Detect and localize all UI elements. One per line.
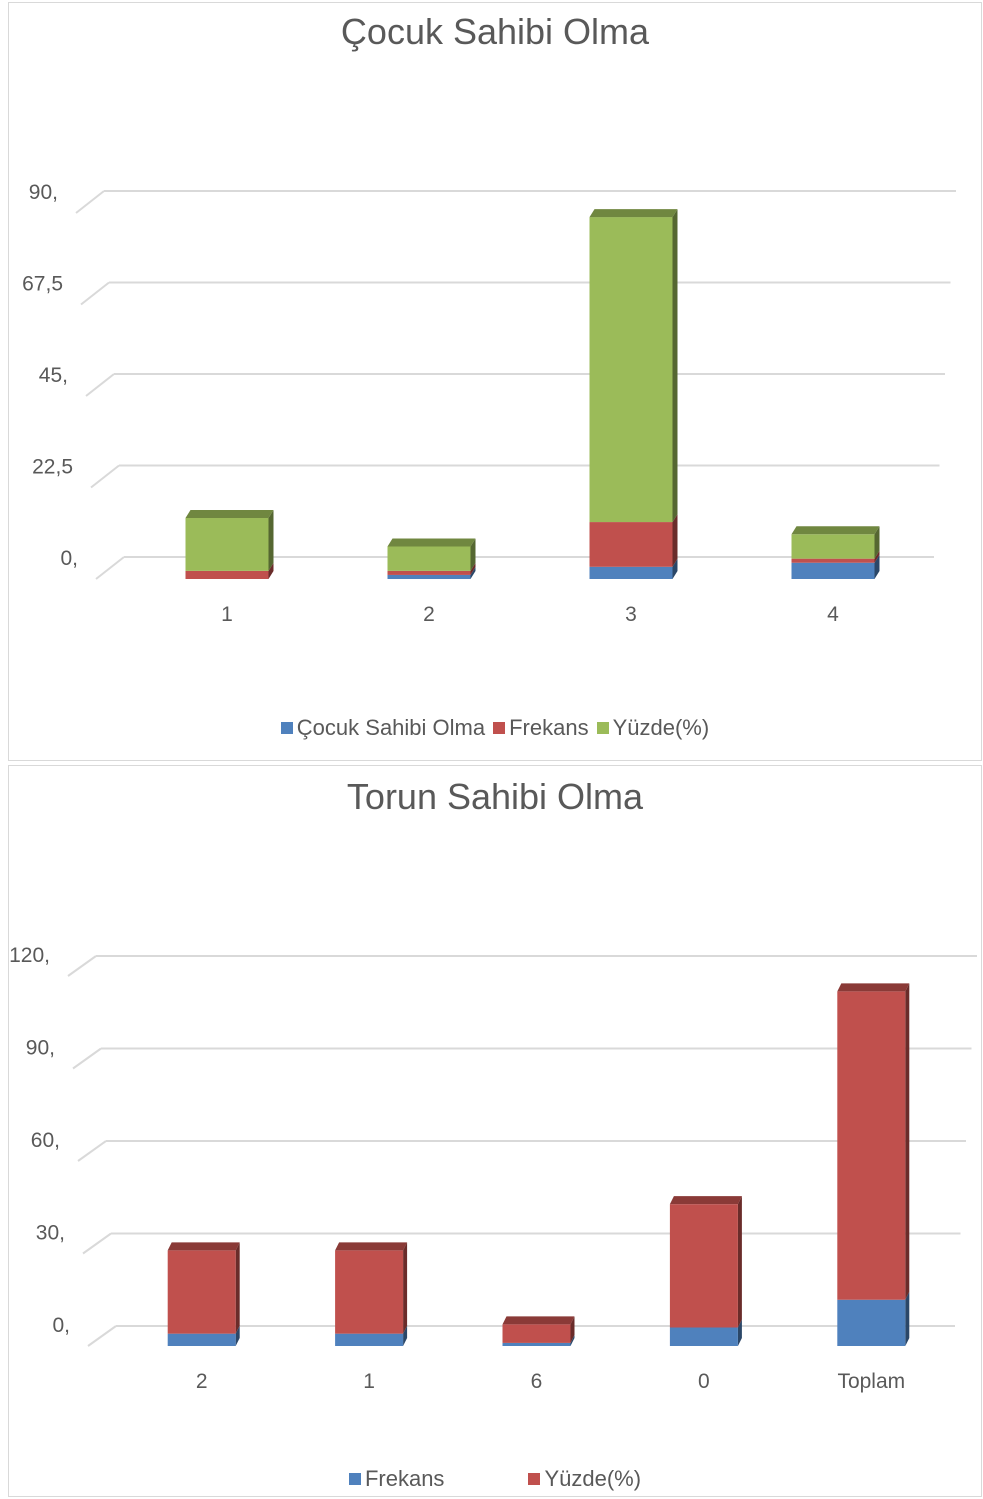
legend-swatch: [348, 1473, 361, 1485]
legend: Çocuk Sahibi Olma Frekans Yüzde(%): [9, 715, 981, 741]
x-tick-label: 3: [625, 603, 637, 626]
legend-item: Yüzde(%): [596, 715, 710, 741]
x-tick-label: 6: [531, 1370, 543, 1393]
bar-stack-2: [167, 1242, 240, 1346]
y-tick-label: 0,: [52, 1314, 70, 1337]
gridline: [72, 1047, 972, 1070]
bar-stack-6: [502, 1316, 575, 1346]
x-tick-label: 4: [827, 603, 839, 626]
bar-segment: [185, 562, 274, 579]
bar-segment: [589, 558, 678, 579]
x-tick-label: 2: [196, 1370, 208, 1393]
legend-item: Frekans: [348, 1466, 445, 1492]
chart-title: Çocuk Sahibi Olma: [340, 11, 650, 52]
chart-panel-torun: Torun Sahibi Olma 0, 30, 60, 90, 120, 2 1 6 0 Top…: [8, 765, 982, 1497]
y-tick-label: 120,: [9, 944, 50, 967]
bar-segment: [791, 550, 880, 563]
legend-swatch: [280, 722, 293, 734]
bar-segment: [791, 526, 880, 559]
bar-stack-3: [589, 209, 678, 579]
bar-stack-2: [387, 538, 476, 579]
gridline: [75, 190, 956, 214]
gridline: [67, 955, 977, 977]
legend-swatch: [493, 722, 506, 734]
bar-stack-1: [185, 510, 274, 579]
bar-segment: [589, 209, 678, 523]
bar-segment: [387, 562, 476, 575]
y-tick-label: 0,: [60, 547, 78, 570]
bar-stack-0: [669, 1196, 742, 1346]
legend-item: Çocuk Sahibi Olma: [280, 715, 486, 741]
x-tick-label: 1: [221, 603, 233, 626]
bar-segment: [335, 1325, 408, 1346]
y-tick-label: 22,5: [32, 456, 73, 479]
legend-swatch: [528, 1473, 541, 1485]
plot-area-cocuk: 0, 22,5 45, 67,5 90, 1 2 3 4: [22, 181, 956, 626]
x-tick-label: 1: [363, 1370, 375, 1393]
bar-segment: [837, 1291, 910, 1346]
bar-segment: [387, 538, 476, 571]
bar-stack-4: [791, 526, 880, 579]
bar-segment: [502, 1316, 575, 1343]
gridline: [82, 1232, 961, 1255]
gridline: [77, 1140, 966, 1162]
bar-segment: [387, 566, 476, 579]
bar-stack-Toplam: [837, 983, 910, 1346]
x-tick-label: 0: [698, 1370, 710, 1393]
bar-segment: [837, 983, 910, 1300]
legend-label: Frekans: [364, 1466, 445, 1491]
y-tick-label: 45,: [39, 364, 68, 387]
legend-swatch: [596, 722, 609, 734]
bar-segment: [669, 1196, 742, 1328]
bar-segment: [185, 510, 274, 571]
y-tick-label: 60,: [31, 1129, 60, 1152]
gridline: [90, 464, 940, 489]
bar-segment: [502, 1334, 575, 1346]
x-tick-label: 2: [423, 603, 435, 626]
y-tick-label: 90,: [29, 181, 58, 204]
bar-segment: [589, 514, 678, 567]
legend-item: Frekans: [493, 715, 589, 741]
y-tick-label: 90,: [26, 1037, 55, 1060]
bar-segment: [167, 1242, 240, 1334]
y-tick-label: 67,5: [22, 273, 63, 296]
chart-panel-cocuk: Çocuk Sahibi Olma 0, 22,5 45, 67,5 90, 1 2 3 4 Ç…: [8, 2, 982, 761]
bar-stack-1: [335, 1242, 408, 1346]
gridline: [85, 373, 945, 397]
legend-label: Yüzde(%): [544, 1466, 642, 1491]
chart-title: Torun Sahibi Olma: [346, 776, 644, 817]
legend: Frekans Yüzde(%): [9, 1466, 981, 1492]
bar-segment: [167, 1325, 240, 1346]
legend-item: Yüzde(%): [528, 1466, 641, 1492]
bar-segment: [791, 554, 880, 579]
gridline: [80, 281, 951, 306]
bar-segment: [335, 1242, 408, 1334]
y-tick-label: 30,: [36, 1222, 65, 1245]
legend-label: Yüzde(%): [612, 715, 710, 740]
plot-area-torun: 0, 30, 60, 90, 120, 2 1 6 0 Toplam: [9, 944, 977, 1393]
legend-label: Frekans: [509, 715, 589, 740]
bar-segment: [669, 1319, 742, 1346]
legend-label: Çocuk Sahibi Olma: [296, 715, 486, 740]
x-tick-label: Toplam: [837, 1370, 905, 1393]
